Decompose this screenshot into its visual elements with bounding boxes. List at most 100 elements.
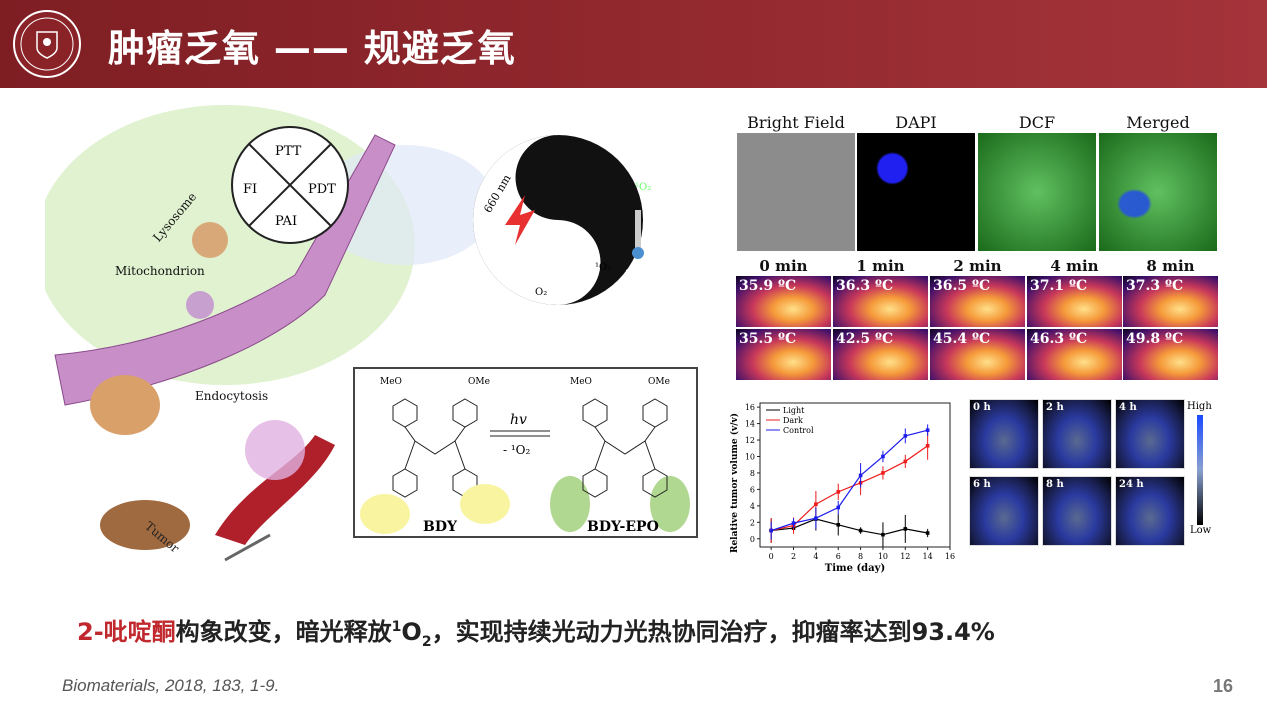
- ultrasound-time-label: 6 h: [973, 479, 991, 490]
- y-tick-label: 6: [750, 485, 755, 494]
- time-label: 2 min: [953, 257, 1002, 275]
- pyridone-highlight: [460, 484, 510, 524]
- thermal-image: 45.4 ºC: [930, 329, 1025, 380]
- ome-label-2: OMe: [648, 377, 670, 387]
- bright-field-label: Bright Field: [747, 113, 845, 132]
- thermal-image: 35.9 ºC: [736, 276, 831, 327]
- temperature-value: 46.3 ºC: [1030, 331, 1088, 347]
- slide-title: 肿瘤乏氧 —— 规避乏氧: [108, 27, 516, 70]
- summary-text: 2-吡啶酮构象改变，暗光释放1O2，实现持续光动力光热协同治疗，抑瘤率达到93.…: [77, 612, 995, 650]
- fi-label: FI: [243, 182, 257, 197]
- x-tick-label: 4: [813, 552, 818, 561]
- data-point: [903, 459, 908, 464]
- lysosome-icon: [192, 222, 228, 258]
- ultrasound-image: 8 h: [1042, 476, 1112, 546]
- legend-label: Control: [783, 426, 814, 435]
- summary-part-b: O: [401, 618, 422, 646]
- mouse-icon: [100, 500, 190, 550]
- ultrasound-image: 2 h: [1042, 399, 1112, 469]
- dapi-label: DAPI: [895, 113, 937, 132]
- x-tick-label: 12: [900, 552, 910, 561]
- thermal-image: 36.3 ºC: [833, 276, 928, 327]
- temperature-value: 36.3 ºC: [836, 278, 894, 294]
- data-point: [925, 428, 930, 432]
- thermal-image: 37.1 ºC: [1027, 276, 1122, 327]
- mitochondrion-label: Mitochondrion: [115, 264, 205, 278]
- x-tick-label: 8: [858, 552, 863, 561]
- ultrasound-time-label: 24 h: [1119, 479, 1144, 490]
- thermal-image: 35.5 ºC: [736, 329, 831, 380]
- epo-highlight: [650, 476, 690, 532]
- bdy-structure: [392, 398, 478, 498]
- temperature-value: 42.5 ºC: [836, 331, 894, 347]
- y-tick-label: 8: [750, 469, 755, 478]
- x-tick-label: 14: [923, 552, 933, 561]
- laser-icon: [505, 195, 535, 245]
- merged-label: Merged: [1126, 113, 1190, 132]
- time-label: 1 min: [856, 257, 905, 275]
- merged-image: [1099, 133, 1217, 251]
- data-point: [881, 454, 885, 459]
- reverse-label: - ¹O₂: [503, 443, 531, 457]
- series-line-control: [770, 429, 928, 532]
- data-point: [881, 532, 885, 537]
- y-tick-label: 12: [745, 436, 755, 445]
- pai-label: PAI: [275, 214, 297, 229]
- singlet-oxygen-label-2: ¹O₂: [635, 182, 651, 193]
- time-label: 4 min: [1050, 257, 1099, 275]
- temperature-value: 35.5 ºC: [739, 331, 797, 347]
- temperature-value: 36.5 ºC: [933, 278, 991, 294]
- x-tick-label: 16: [945, 552, 955, 561]
- data-point: [814, 516, 818, 520]
- temperature-value: 37.1 ºC: [1030, 278, 1088, 294]
- summary-part-c: ，实现持续光动力光热协同治疗，抑瘤率达到93.4%: [431, 618, 995, 646]
- data-point: [881, 471, 885, 475]
- bright-field-image: [737, 133, 855, 251]
- thermal-image: 49.8 ºC: [1123, 329, 1218, 380]
- y-tick-label: 10: [745, 452, 755, 461]
- x-tick-label: 10: [878, 552, 888, 561]
- thermal-image: 37.3 ºC: [1123, 276, 1218, 327]
- temperature-label: 37 °C: [625, 269, 654, 280]
- ultrasound-time-label: 4 h: [1119, 402, 1137, 413]
- tumor-volume-chart: 0 2 4 6 8 10 12 14 16 0 2 4 6 8 10 12 14 16 Time (day) Rela…: [729, 402, 955, 574]
- citation: Biomaterials, 2018, 183, 1-9.: [62, 676, 280, 695]
- ultrasound-time-label: 8 h: [1046, 479, 1064, 490]
- data-point: [903, 434, 908, 438]
- chemistry-box: MeO OMe MeO OMe hv - ¹O₂ BDY BDY-EPO: [353, 367, 698, 538]
- x-axis-label: Time (day): [825, 563, 885, 574]
- dcf-image: [978, 133, 1096, 251]
- ultrasound-image: 24 h: [1115, 476, 1185, 546]
- plot-frame: [759, 402, 951, 548]
- temperature-value: 45.4 ºC: [933, 331, 991, 347]
- legend-label: Dark: [783, 416, 803, 425]
- mitochondrion-icon: [90, 375, 160, 435]
- series-line-light: [771, 518, 928, 536]
- meo-label-2: MeO: [570, 377, 592, 387]
- cell-membrane: [54, 134, 396, 406]
- series-line-dark: [771, 445, 928, 532]
- mechanism-scheme: Mitochondrion Lysosome Endocytosis PTT P…: [45, 105, 654, 562]
- thermal-image: 36.5 ºC: [930, 276, 1025, 327]
- bdy-epo-label: BDY-EPO: [587, 519, 659, 535]
- summary-sub: 2: [421, 633, 432, 650]
- ultrasound-time-label: 2 h: [1046, 402, 1064, 413]
- data-point: [791, 521, 796, 525]
- oxygen-label: O₂: [535, 287, 547, 298]
- dcf-label: DCF: [1018, 113, 1056, 132]
- meo-label: MeO: [380, 377, 402, 387]
- y-tick-label: 4: [750, 502, 755, 511]
- bdy-label: BDY: [423, 519, 458, 535]
- bdy-epo-structure: [582, 398, 668, 498]
- epo-highlight: [550, 476, 590, 532]
- data-point: [925, 443, 930, 448]
- data-point: [925, 531, 930, 535]
- forward-label: hv: [510, 412, 527, 428]
- x-tick-label: 6: [836, 552, 841, 561]
- y-tick-label: 0: [750, 535, 755, 544]
- data-point: [814, 502, 818, 507]
- data-point: [836, 490, 841, 494]
- y-tick-label: 14: [745, 420, 755, 429]
- nanoparticle-icon: [186, 291, 214, 319]
- summary-part-a: 构象改变，暗光释放: [175, 618, 392, 646]
